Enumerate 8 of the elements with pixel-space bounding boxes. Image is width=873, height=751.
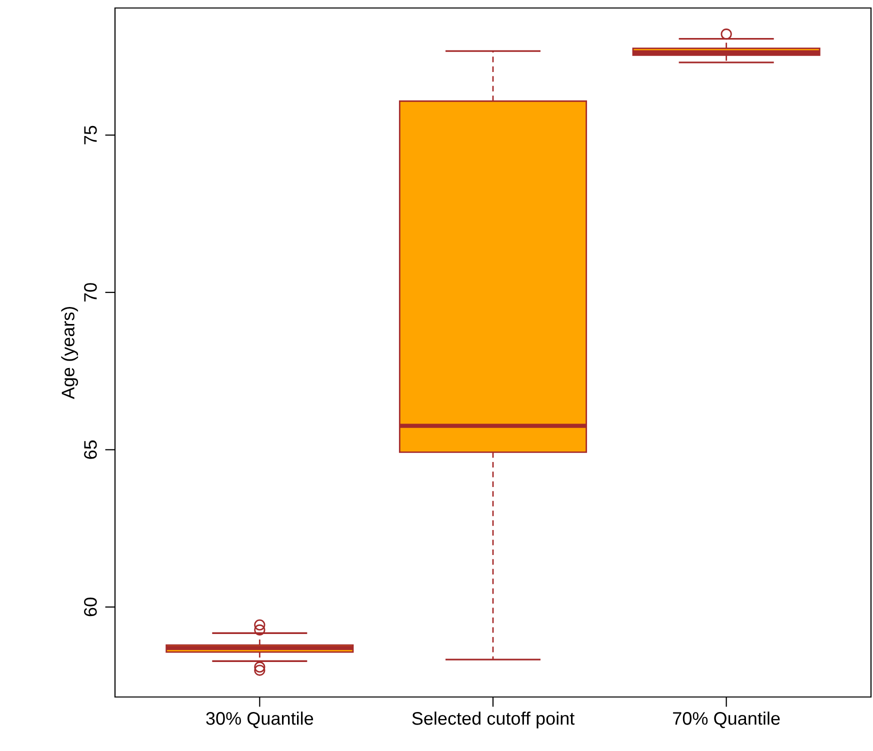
y-tick-label: 65 [84,440,97,459]
x-tick-label: 30% Quantile [206,712,314,728]
x-tick-label: 70% Quantile [673,712,780,728]
y-tick-label: 60 [84,598,97,616]
y-tick-label: 70 [84,283,97,302]
x-tick-label: Selected cutoff point [412,712,575,728]
y-tick-label: 75 [84,126,97,144]
y-axis-title: Age (years) [61,306,78,400]
